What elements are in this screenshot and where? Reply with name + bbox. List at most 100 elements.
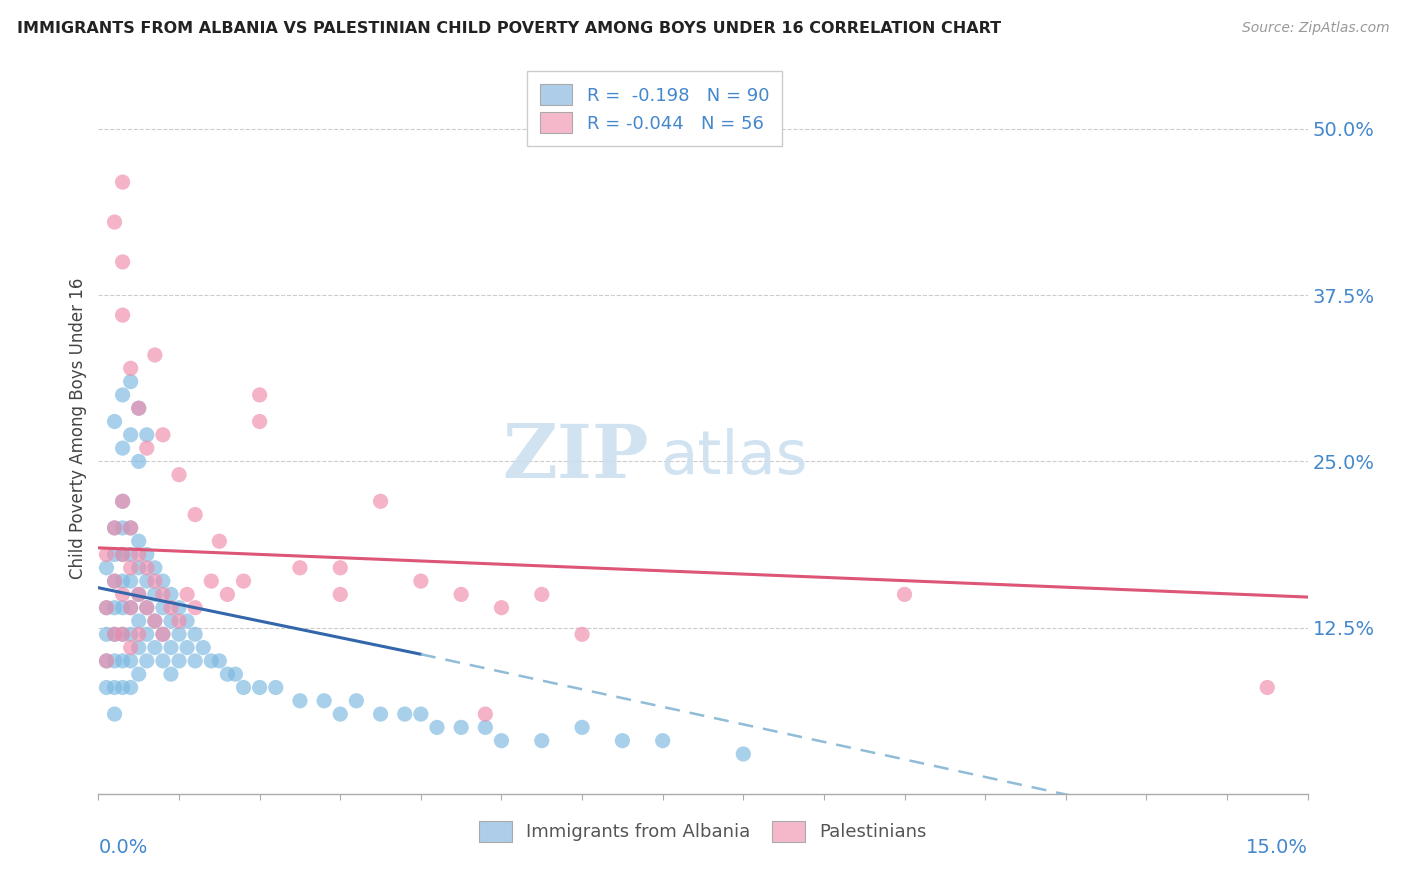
Point	[120, 574, 142, 588]
Point	[224, 667, 246, 681]
Point	[143, 348, 166, 362]
Point	[344, 694, 367, 708]
Point	[394, 707, 416, 722]
Point	[96, 654, 118, 668]
Point	[530, 587, 553, 601]
Point	[450, 587, 472, 601]
Point	[409, 707, 432, 722]
Point	[143, 587, 166, 601]
Point	[249, 388, 271, 402]
Point	[120, 600, 142, 615]
Point	[96, 627, 118, 641]
Point	[96, 561, 118, 575]
Text: atlas: atlas	[661, 428, 808, 487]
Point	[111, 681, 134, 695]
Point	[128, 561, 150, 575]
Point	[152, 574, 174, 588]
Point	[103, 521, 125, 535]
Point	[167, 467, 190, 482]
Point	[184, 627, 207, 641]
Point	[135, 600, 157, 615]
Point	[160, 640, 183, 655]
Point	[329, 587, 352, 601]
Point	[120, 427, 142, 442]
Point	[111, 175, 134, 189]
Point	[329, 707, 352, 722]
Point	[651, 733, 673, 747]
Point	[612, 733, 634, 747]
Point	[893, 587, 915, 601]
Point	[96, 548, 118, 562]
Point	[120, 654, 142, 668]
Point	[120, 640, 142, 655]
Point	[103, 521, 125, 535]
Point	[135, 561, 157, 575]
Point	[249, 681, 271, 695]
Point	[128, 534, 150, 549]
Text: 15.0%: 15.0%	[1246, 838, 1308, 857]
Point	[111, 548, 134, 562]
Point	[103, 548, 125, 562]
Point	[135, 548, 157, 562]
Point	[167, 600, 190, 615]
Point	[135, 574, 157, 588]
Point	[288, 694, 311, 708]
Point	[111, 494, 134, 508]
Point	[103, 574, 125, 588]
Point	[120, 521, 142, 535]
Point	[329, 561, 352, 575]
Point	[111, 627, 134, 641]
Point	[111, 388, 134, 402]
Point	[103, 654, 125, 668]
Point	[96, 600, 118, 615]
Point	[152, 627, 174, 641]
Point	[176, 640, 198, 655]
Point	[103, 215, 125, 229]
Point	[160, 587, 183, 601]
Point	[111, 587, 134, 601]
Point	[249, 415, 271, 429]
Point	[571, 720, 593, 734]
Point	[143, 574, 166, 588]
Text: IMMIGRANTS FROM ALBANIA VS PALESTINIAN CHILD POVERTY AMONG BOYS UNDER 16 CORRELA: IMMIGRANTS FROM ALBANIA VS PALESTINIAN C…	[17, 21, 1001, 37]
Point	[135, 427, 157, 442]
Point	[208, 654, 231, 668]
Point	[111, 600, 134, 615]
Point	[128, 454, 150, 468]
Point	[232, 681, 254, 695]
Point	[193, 640, 215, 655]
Point	[143, 614, 166, 628]
Point	[135, 627, 157, 641]
Point	[96, 600, 118, 615]
Point	[491, 733, 513, 747]
Point	[120, 548, 142, 562]
Point	[152, 427, 174, 442]
Point	[128, 587, 150, 601]
Point	[733, 747, 755, 761]
Point	[103, 681, 125, 695]
Point	[128, 667, 150, 681]
Point	[571, 627, 593, 641]
Point	[530, 733, 553, 747]
Point	[103, 415, 125, 429]
Point	[103, 600, 125, 615]
Point	[167, 614, 190, 628]
Point	[128, 401, 150, 416]
Point	[450, 720, 472, 734]
Point	[200, 654, 222, 668]
Point	[120, 375, 142, 389]
Point	[103, 707, 125, 722]
Point	[1256, 681, 1278, 695]
Point	[120, 561, 142, 575]
Point	[152, 627, 174, 641]
Point	[288, 561, 311, 575]
Point	[128, 587, 150, 601]
Point	[160, 667, 183, 681]
Point	[160, 600, 183, 615]
Point	[120, 361, 142, 376]
Point	[128, 627, 150, 641]
Point	[474, 720, 496, 734]
Point	[491, 600, 513, 615]
Point	[217, 587, 239, 601]
Point	[370, 494, 392, 508]
